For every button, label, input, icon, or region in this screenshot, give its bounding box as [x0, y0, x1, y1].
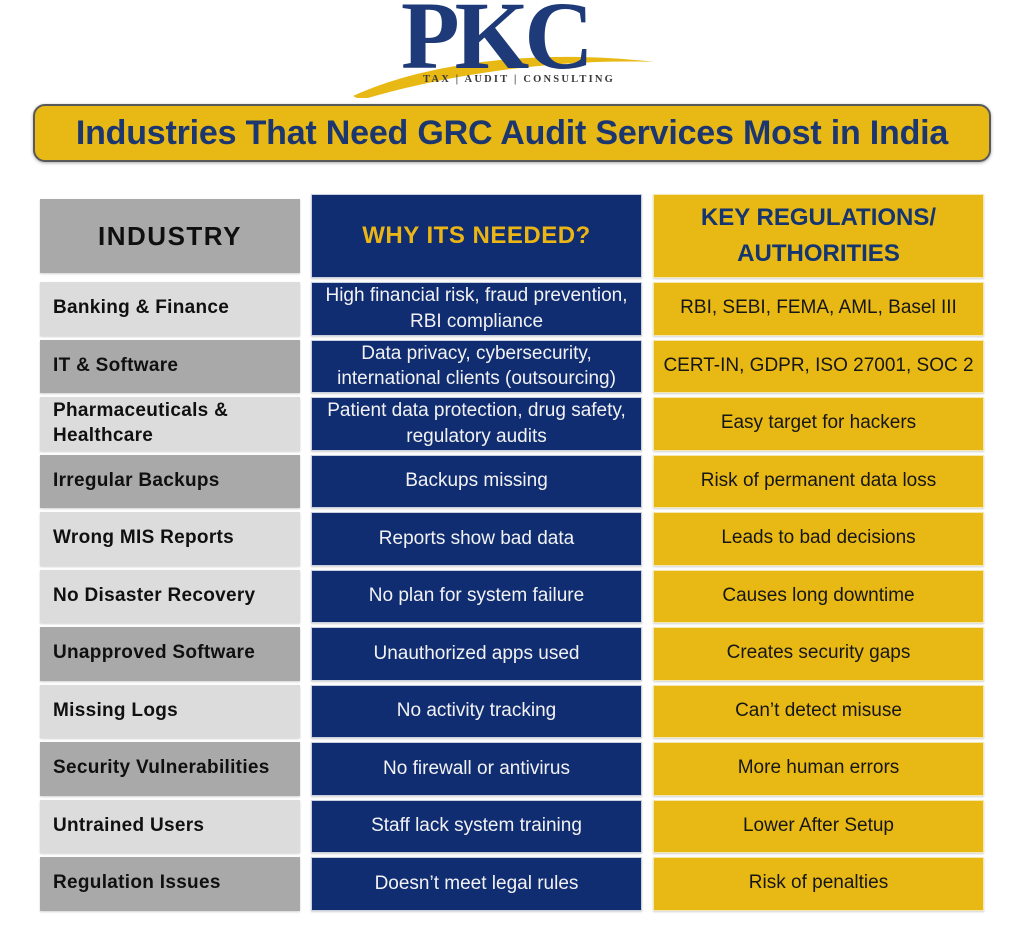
title-banner: Industries That Need GRC Audit Services …: [33, 104, 991, 162]
industry-cell: Untrained Users: [40, 799, 300, 853]
regulation-cell: Creates security gaps: [653, 627, 984, 681]
why-cell: Patient data protection, drug safety, re…: [311, 397, 642, 451]
logo-tagline: TAX | AUDIT | CONSULTING: [422, 74, 616, 85]
why-cell: Unauthorized apps used: [311, 627, 642, 681]
industry-cell: Banking & Finance: [40, 282, 300, 336]
logo-wordmark: PKC: [401, 0, 594, 89]
industry-cell: Wrong MIS Reports: [40, 512, 300, 566]
industries-table: INDUSTRY WHY ITS NEEDED? KEY REGULATIONS…: [40, 194, 984, 911]
regulation-cell: Risk of permanent data loss: [653, 454, 984, 508]
why-cell: Doesn’t meet legal rules: [311, 857, 642, 911]
why-cell: Data privacy, cybersecurity, internation…: [311, 339, 642, 393]
industry-cell: No Disaster Recovery: [40, 569, 300, 623]
why-cell: Reports show bad data: [311, 512, 642, 566]
industry-cell: IT & Software: [40, 339, 300, 393]
regulation-cell: More human errors: [653, 742, 984, 796]
column-header-why: WHY ITS NEEDED?: [311, 194, 642, 278]
pkc-logo: PKC TAX | AUDIT | CONSULTING: [353, 0, 667, 100]
regulation-cell: RBI, SEBI, FEMA, AML, Basel III: [653, 282, 984, 336]
why-cell: Staff lack system training: [311, 799, 642, 853]
page-title: Industries That Need GRC Audit Services …: [75, 113, 949, 152]
regulation-cell: Leads to bad decisions: [653, 512, 984, 566]
industry-cell: Missing Logs: [40, 684, 300, 738]
column-header-regulations: KEY REGULATIONS/ AUTHORITIES: [653, 194, 984, 278]
industry-cell: Irregular Backups: [40, 454, 300, 508]
regulation-cell: Causes long downtime: [653, 569, 984, 623]
industry-cell: Regulation Issues: [40, 857, 300, 911]
why-cell: High financial risk, fraud prevention, R…: [311, 282, 642, 336]
industry-cell: Unapproved Software: [40, 627, 300, 681]
regulation-cell: Can’t detect misuse: [653, 684, 984, 738]
regulation-cell: CERT-IN, GDPR, ISO 27001, SOC 2: [653, 339, 984, 393]
regulation-cell: Risk of penalties: [653, 857, 984, 911]
why-cell: No activity tracking: [311, 684, 642, 738]
regulation-cell: Lower After Setup: [653, 799, 984, 853]
industry-cell: Security Vulnerabilities: [40, 742, 300, 796]
why-cell: Backups missing: [311, 454, 642, 508]
industry-cell: Pharmaceuticals & Healthcare: [40, 397, 300, 451]
logo-swoosh-icon: [353, 56, 654, 98]
why-cell: No firewall or antivirus: [311, 742, 642, 796]
column-header-industry: INDUSTRY: [40, 199, 300, 273]
regulation-cell: Easy target for hackers: [653, 397, 984, 451]
why-cell: No plan for system failure: [311, 569, 642, 623]
